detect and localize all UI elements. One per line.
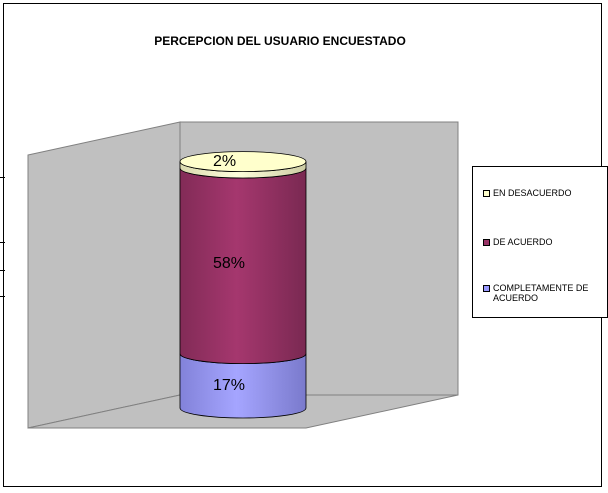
data-label-0: 17% bbox=[213, 377, 245, 394]
legend-label: DE ACUERDO bbox=[493, 237, 553, 247]
legend-item-en-desacuerdo: EN DESACUERDO bbox=[483, 188, 572, 198]
legend-swatch bbox=[483, 239, 490, 246]
legend-label: COMPLETAMENTE DE ACUERDO bbox=[493, 283, 589, 303]
data-label-2: 2% bbox=[213, 153, 236, 170]
legend-swatch bbox=[483, 190, 490, 197]
data-label-1: 58% bbox=[213, 255, 245, 272]
legend-item-completamente-de-acuerdo: COMPLETAMENTE DE ACUERDO bbox=[483, 283, 603, 303]
legend-label: EN DESACUERDO bbox=[493, 188, 572, 198]
legend-swatch bbox=[483, 285, 490, 292]
edge-tick bbox=[0, 177, 5, 178]
cylinder-top bbox=[179, 151, 307, 173]
edge-tick bbox=[0, 270, 5, 271]
legend: EN DESACUERDO DE ACUERDO COMPLETAMENTE D… bbox=[472, 166, 608, 318]
chart-title: PERCEPCION DEL USUARIO ENCUESTADO bbox=[154, 34, 406, 48]
edge-tick bbox=[0, 242, 5, 243]
legend-item-de-acuerdo: DE ACUERDO bbox=[483, 237, 553, 247]
edge-tick bbox=[0, 296, 5, 297]
cylinder-bar: 17% 58% 2% bbox=[179, 151, 307, 419]
back-wall-left bbox=[27, 121, 181, 429]
